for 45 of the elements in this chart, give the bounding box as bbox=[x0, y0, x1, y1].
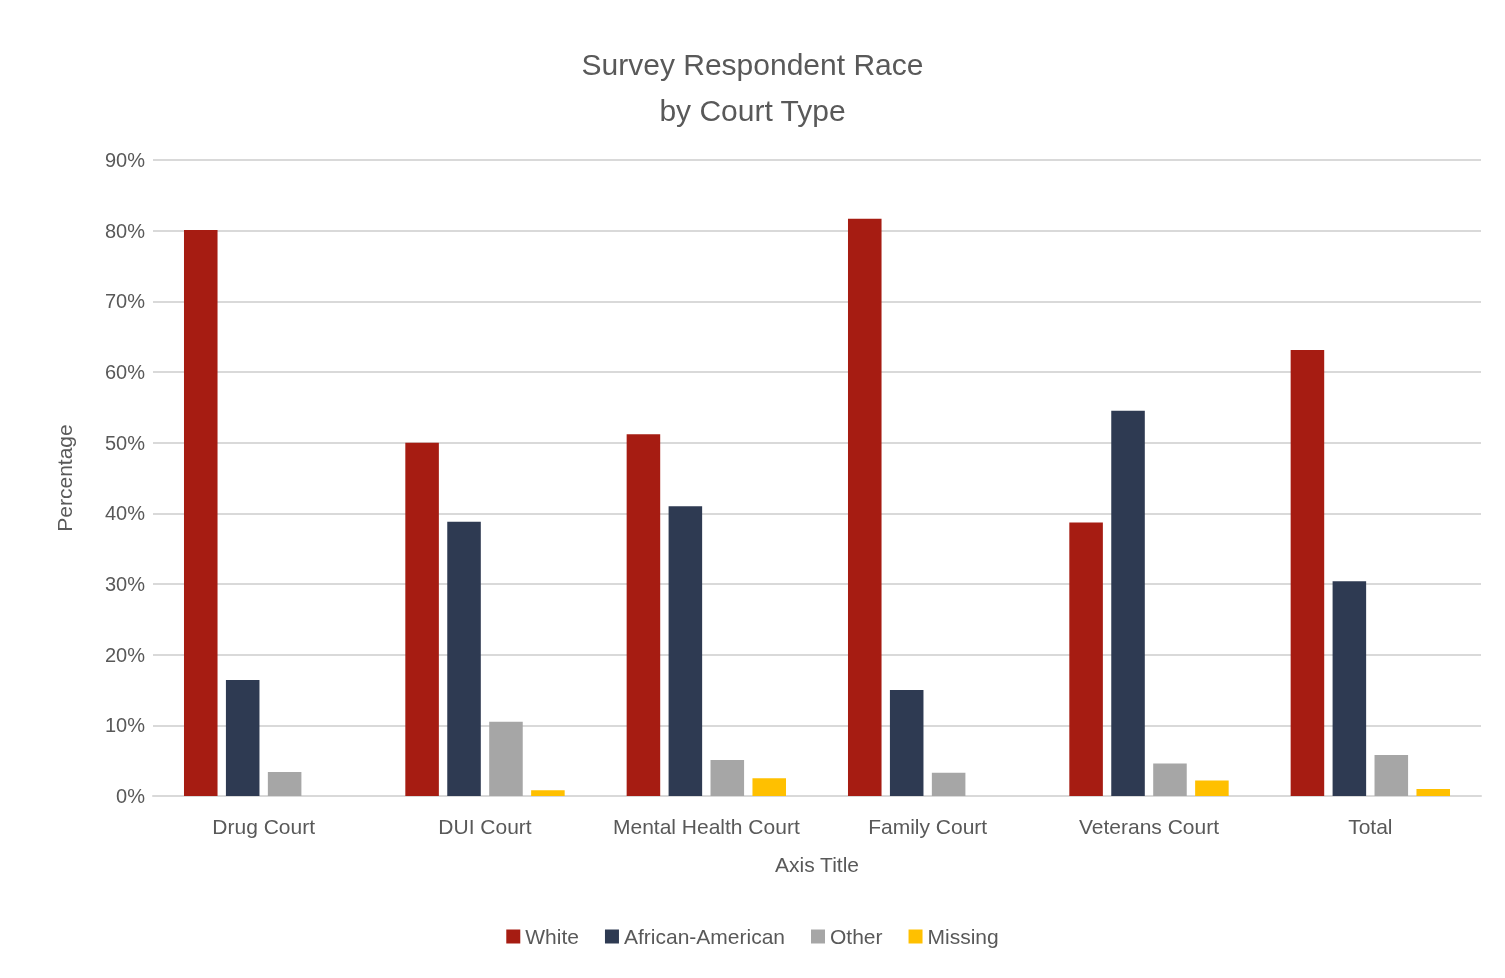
x-tick-label: Drug Court bbox=[212, 815, 316, 838]
bar bbox=[889, 690, 924, 796]
x-tick-label: DUI Court bbox=[438, 815, 532, 838]
bar bbox=[489, 721, 523, 796]
bar bbox=[1153, 763, 1187, 796]
x-tick-label: Mental Health Court bbox=[612, 815, 800, 838]
bar bbox=[225, 680, 260, 796]
legend-label: African-American bbox=[623, 925, 786, 948]
bar bbox=[710, 759, 745, 796]
bar bbox=[1290, 350, 1325, 796]
y-tick-label: 20% bbox=[104, 643, 146, 666]
y-tick-label: 70% bbox=[104, 290, 146, 313]
x-tick-label: Veterans Court bbox=[1078, 815, 1220, 838]
bar bbox=[1195, 780, 1229, 796]
y-tick-label: 90% bbox=[104, 149, 146, 171]
bar bbox=[668, 506, 703, 796]
y-tick-label: 50% bbox=[104, 431, 146, 454]
bar bbox=[405, 442, 439, 796]
x-tick-label: Total bbox=[1348, 815, 1393, 838]
y-tick-label: 40% bbox=[104, 502, 146, 525]
legend-label: Other bbox=[830, 925, 883, 948]
y-tick-label: 80% bbox=[104, 219, 146, 242]
y-tick-label: 30% bbox=[104, 573, 146, 595]
bar bbox=[531, 790, 565, 796]
bar bbox=[1416, 788, 1451, 796]
bar bbox=[267, 771, 302, 796]
legend-label: Missing bbox=[927, 925, 999, 948]
bar bbox=[447, 521, 481, 796]
bar bbox=[1069, 522, 1103, 796]
y-tick-label: 10% bbox=[104, 714, 146, 737]
y-axis-title: Percentage bbox=[53, 424, 76, 532]
x-axis-title: Axis Title bbox=[774, 853, 860, 876]
bar bbox=[847, 218, 882, 796]
bar bbox=[183, 229, 218, 796]
bar bbox=[1374, 755, 1409, 796]
y-tick-label: 60% bbox=[104, 361, 146, 383]
bar bbox=[1111, 410, 1145, 796]
bar bbox=[626, 434, 661, 796]
chart-title: Survey Respondent Race by Court Type bbox=[581, 47, 924, 127]
bar bbox=[752, 778, 787, 796]
x-tick-label: Family Court bbox=[868, 815, 988, 838]
legend-label: White bbox=[525, 925, 579, 948]
bar bbox=[1332, 581, 1367, 796]
bar bbox=[931, 772, 966, 796]
y-tick-label: 0% bbox=[116, 785, 146, 807]
